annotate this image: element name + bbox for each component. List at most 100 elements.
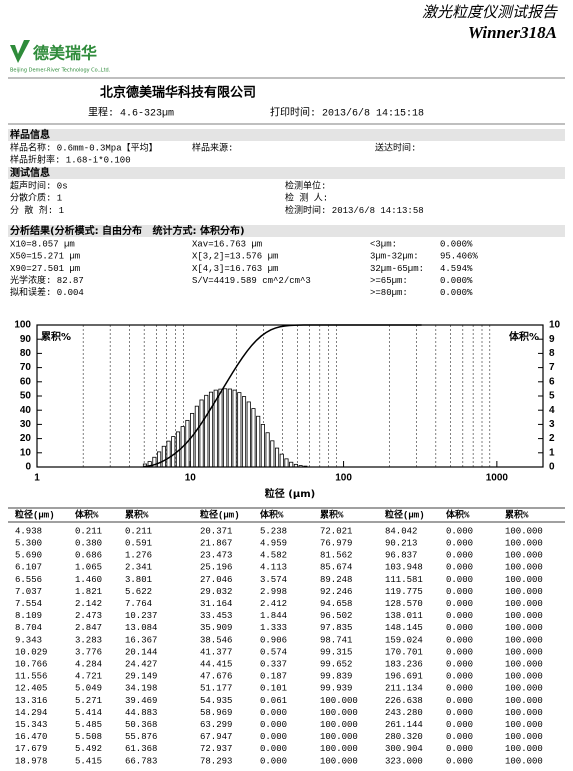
- table-cell: 63.299: [200, 720, 232, 730]
- table-header: 粒径(µm): [15, 508, 55, 520]
- table-cell: 100.000: [505, 551, 543, 561]
- print-time: 打印时间: 2013/6/8 14:15:18: [270, 106, 424, 120]
- section-bar: [8, 129, 565, 141]
- table-cell: 100.000: [505, 672, 543, 682]
- table-cell: 148.145: [385, 623, 423, 633]
- company: 北京德美瑞华科技有限公司: [100, 85, 256, 101]
- y2-tick-label: 10: [549, 320, 561, 331]
- table-cell: 5.492: [75, 744, 102, 754]
- table-cell: 0.000: [446, 659, 473, 669]
- table-cell: 4.959: [260, 538, 287, 548]
- volume-bar: [241, 396, 247, 468]
- y-tick-label: 30: [20, 419, 32, 430]
- table-cell: 0.000: [446, 647, 473, 657]
- volume-bar: [194, 405, 199, 468]
- x-tick-label: 10: [185, 473, 197, 484]
- table-cell: 100.000: [505, 575, 543, 585]
- table-cell: 0.000: [446, 756, 473, 766]
- info-text: 送达时间:: [375, 141, 416, 153]
- table-cell: 58.969: [200, 708, 232, 718]
- table-cell: 0.187: [260, 672, 287, 682]
- volume-bar: [166, 440, 171, 468]
- model: Winner318A: [468, 23, 557, 42]
- table-cell: 0.000: [446, 696, 473, 706]
- logo-mark: [10, 40, 30, 63]
- table-cell: 100.000: [505, 538, 543, 548]
- info-text: <3µm:: [370, 239, 397, 249]
- table-cell: 4.284: [75, 659, 102, 669]
- table-cell: 0.000: [446, 575, 473, 585]
- info-text: 0.000%: [440, 239, 473, 249]
- section-title: 分析结果(分析模式: 自由分布 统计方式: 体积分布): [10, 224, 245, 237]
- table-cell: 100.000: [505, 708, 543, 718]
- table-cell: 34.198: [125, 684, 157, 694]
- table-cell: 33.453: [200, 611, 232, 621]
- table-cell: 99.939: [320, 684, 352, 694]
- section-bar: [8, 225, 565, 237]
- info-text: >=80µm:: [370, 288, 408, 298]
- table-cell: 94.658: [320, 599, 352, 609]
- volume-bar: [223, 388, 228, 468]
- info-text: 超声时间: 0s: [10, 179, 68, 191]
- y-axis-label: 累积%: [41, 330, 71, 343]
- y2-tick-label: 7: [549, 362, 555, 373]
- table-cell: 5.415: [75, 756, 102, 766]
- table-cell: 8.109: [15, 611, 42, 621]
- table-cell: 38.546: [200, 635, 232, 645]
- y-tick-label: 60: [20, 376, 32, 387]
- table-cell: 4.582: [260, 551, 287, 561]
- table-cell: 98.741: [320, 635, 352, 645]
- table-cell: 78.293: [200, 756, 232, 766]
- table-cell: 10.766: [15, 659, 47, 669]
- table-header: 粒径(µm): [200, 508, 240, 520]
- table-cell: 0.101: [260, 684, 287, 694]
- table-cell: 55.876: [125, 732, 157, 742]
- table-cell: 96.502: [320, 611, 352, 621]
- table-cell: 15.343: [15, 720, 47, 730]
- volume-bar: [237, 392, 242, 468]
- table-cell: 16.367: [125, 635, 157, 645]
- table-cell: 89.248: [320, 575, 352, 585]
- table-cell: 100.000: [320, 720, 358, 730]
- table-cell: 323.000: [385, 756, 423, 766]
- table-cell: 13.084: [125, 623, 157, 633]
- info-text: X10=8.057 µm: [10, 239, 75, 249]
- table-cell: 44.415: [200, 659, 232, 669]
- table-cell: 100.000: [505, 563, 543, 573]
- table-cell: 3.776: [75, 647, 102, 657]
- table-cell: 0.000: [446, 611, 473, 621]
- table-cell: 0.000: [446, 684, 473, 694]
- table-cell: 170.701: [385, 647, 423, 657]
- table-cell: 25.196: [200, 563, 232, 573]
- table-cell: 3.801: [125, 575, 152, 585]
- y2-tick-label: 4: [549, 405, 555, 416]
- table-cell: 10.029: [15, 647, 47, 657]
- table-cell: 35.909: [200, 623, 232, 633]
- volume-bar: [265, 432, 270, 468]
- table-cell: 138.011: [385, 611, 423, 621]
- table-cell: 0.591: [125, 538, 152, 548]
- table-cell: 100.000: [505, 611, 543, 621]
- table-cell: 7.037: [15, 587, 42, 597]
- table-cell: 100.000: [505, 744, 543, 754]
- info-text: 样品名称: 0.6mm-0.3Mpa【平均】: [10, 141, 158, 153]
- table-cell: 100.000: [505, 635, 543, 645]
- table-cell: 5.300: [15, 538, 42, 548]
- section-title: 测试信息: [10, 166, 50, 179]
- info-text: 检测时间: 2013/6/8 14:13:58: [285, 204, 424, 216]
- table-cell: 76.979: [320, 538, 352, 548]
- table-cell: 5.508: [75, 732, 102, 742]
- table-cell: 4.113: [260, 563, 287, 573]
- table-cell: 100.000: [505, 756, 543, 766]
- table-cell: 0.000: [446, 635, 473, 645]
- table-cell: 100.000: [320, 732, 358, 742]
- table-cell: 3.574: [260, 575, 287, 585]
- table-cell: 85.674: [320, 563, 352, 573]
- info-text: >=65µm:: [370, 276, 408, 286]
- table-cell: 20.371: [200, 526, 232, 536]
- table-cell: 44.883: [125, 708, 157, 718]
- table-cell: 3.283: [75, 635, 102, 645]
- table-cell: 99.652: [320, 659, 352, 669]
- section-bar: [8, 167, 565, 179]
